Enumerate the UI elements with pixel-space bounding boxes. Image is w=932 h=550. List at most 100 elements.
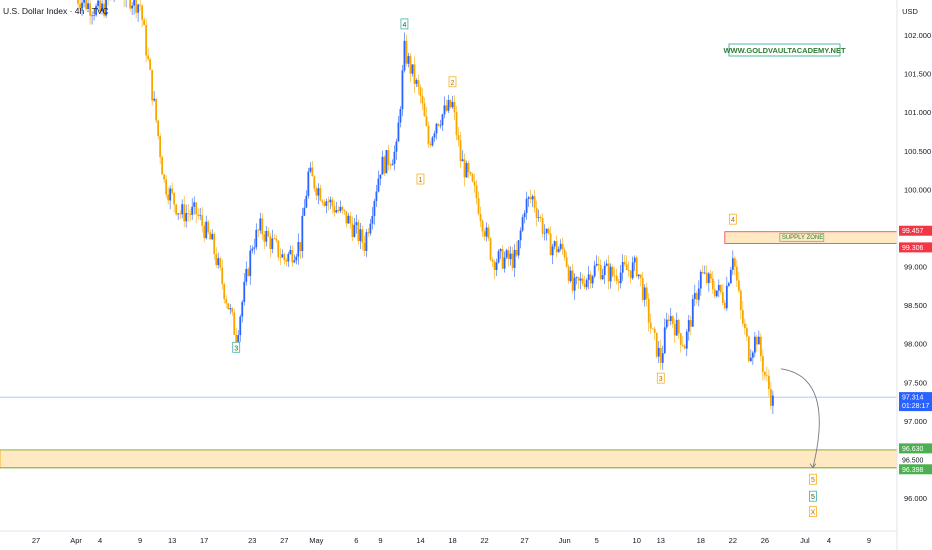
candle-body[interactable] <box>539 216 542 219</box>
candle-body[interactable] <box>133 0 136 6</box>
candle-body[interactable] <box>689 320 692 327</box>
candle-body[interactable] <box>729 269 732 284</box>
candle-body[interactable] <box>521 217 524 231</box>
candle-body[interactable] <box>375 191 378 202</box>
candle-body[interactable] <box>581 278 584 284</box>
candle-body[interactable] <box>569 270 572 282</box>
candle-body[interactable] <box>183 204 186 222</box>
candle-body[interactable] <box>683 345 686 349</box>
candle-body[interactable] <box>453 101 456 113</box>
candle-body[interactable] <box>243 281 246 302</box>
candle-body[interactable] <box>253 247 256 249</box>
candle-body[interactable] <box>583 283 586 288</box>
candle-body[interactable] <box>97 0 99 7</box>
candle-body[interactable] <box>621 262 624 273</box>
candle-body[interactable] <box>699 271 702 289</box>
candle-body[interactable] <box>295 256 298 261</box>
candle-body[interactable] <box>487 227 490 239</box>
candle-body[interactable] <box>331 199 334 207</box>
candle-body[interactable] <box>385 150 388 174</box>
candle-body[interactable] <box>447 99 450 111</box>
candle-body[interactable] <box>157 120 160 137</box>
candle-body[interactable] <box>515 249 518 256</box>
candle-body[interactable] <box>181 204 184 215</box>
candle-body[interactable] <box>731 258 734 270</box>
candle-body[interactable] <box>687 320 690 332</box>
candle-body[interactable] <box>239 316 242 336</box>
candle-body[interactable] <box>567 266 570 282</box>
candle-body[interactable] <box>739 290 742 311</box>
candle-body[interactable] <box>321 200 324 203</box>
candle-body[interactable] <box>439 125 442 126</box>
price-label-badge[interactable] <box>899 443 932 454</box>
candle-body[interactable] <box>305 195 308 208</box>
candle-body[interactable] <box>553 241 556 247</box>
candle-body[interactable] <box>395 141 398 152</box>
candle-body[interactable] <box>531 196 534 200</box>
candle-body[interactable] <box>723 302 726 309</box>
candle-body[interactable] <box>691 299 694 327</box>
candle-body[interactable] <box>697 288 700 300</box>
candle-body[interactable] <box>225 299 228 304</box>
candle-body[interactable] <box>279 257 282 258</box>
candle-body[interactable] <box>289 250 292 254</box>
candle-body[interactable] <box>437 123 440 126</box>
candle-body[interactable] <box>609 266 612 282</box>
candle-body[interactable] <box>681 344 684 346</box>
candle-body[interactable] <box>211 233 214 240</box>
candle-body[interactable] <box>303 207 306 216</box>
price-label-badge[interactable] <box>899 464 932 475</box>
candle-body[interactable] <box>429 144 432 146</box>
candle-body[interactable] <box>669 316 672 321</box>
candle-body[interactable] <box>771 395 774 406</box>
candle-body[interactable] <box>301 215 304 252</box>
candle-body[interactable] <box>433 133 436 138</box>
time-axis[interactable]: 27 Apr 4 9 13 17 23 27 May 6 9 14 18 22 27 Jun 5 10 13 18 22… <box>32 536 871 545</box>
candle-body[interactable] <box>405 40 408 64</box>
candle-body[interactable] <box>651 328 654 330</box>
candle-body[interactable] <box>213 233 216 254</box>
candle-body[interactable] <box>545 228 548 233</box>
candle-body[interactable] <box>137 4 140 13</box>
candle-body[interactable] <box>135 0 138 13</box>
candle-body[interactable] <box>455 112 458 136</box>
candle-body[interactable] <box>387 150 390 165</box>
candle-body[interactable] <box>755 336 758 345</box>
candle-body[interactable] <box>469 172 472 175</box>
candle-body[interactable] <box>271 238 274 250</box>
candle-body[interactable] <box>381 156 384 175</box>
candle-body[interactable] <box>309 167 312 172</box>
candle-body[interactable] <box>547 228 550 234</box>
candle-body[interactable] <box>223 284 226 300</box>
candle-body[interactable] <box>415 80 418 84</box>
candle-body[interactable] <box>527 197 530 199</box>
candle-body[interactable] <box>477 198 480 215</box>
candle-body[interactable] <box>373 201 376 216</box>
candle-body[interactable] <box>383 156 386 174</box>
candle-body[interactable] <box>543 232 546 234</box>
candle-body[interactable] <box>617 281 620 284</box>
candle-body[interactable] <box>741 310 744 324</box>
candle-body[interactable] <box>757 336 760 345</box>
candle-body[interactable] <box>597 263 600 266</box>
candle-body[interactable] <box>297 242 300 257</box>
candle-body[interactable] <box>491 259 494 262</box>
candle-body[interactable] <box>575 277 578 279</box>
candle-body[interactable] <box>587 274 590 280</box>
candle-body[interactable] <box>475 185 478 199</box>
candle-body[interactable] <box>369 223 372 234</box>
candle-body[interactable] <box>711 278 714 290</box>
candle-body[interactable] <box>169 188 172 201</box>
candle-body[interactable] <box>317 188 320 196</box>
demand-zone[interactable] <box>0 449 898 469</box>
candle-body[interactable] <box>251 248 254 251</box>
candle-body[interactable] <box>767 375 770 389</box>
candle-body[interactable] <box>551 246 554 256</box>
candle-body[interactable] <box>325 201 328 206</box>
candle-body[interactable] <box>759 336 762 357</box>
candle-body[interactable] <box>307 171 310 196</box>
candle-body[interactable] <box>77 0 79 4</box>
candle-body[interactable] <box>709 273 712 279</box>
candle-body[interactable] <box>693 293 696 300</box>
